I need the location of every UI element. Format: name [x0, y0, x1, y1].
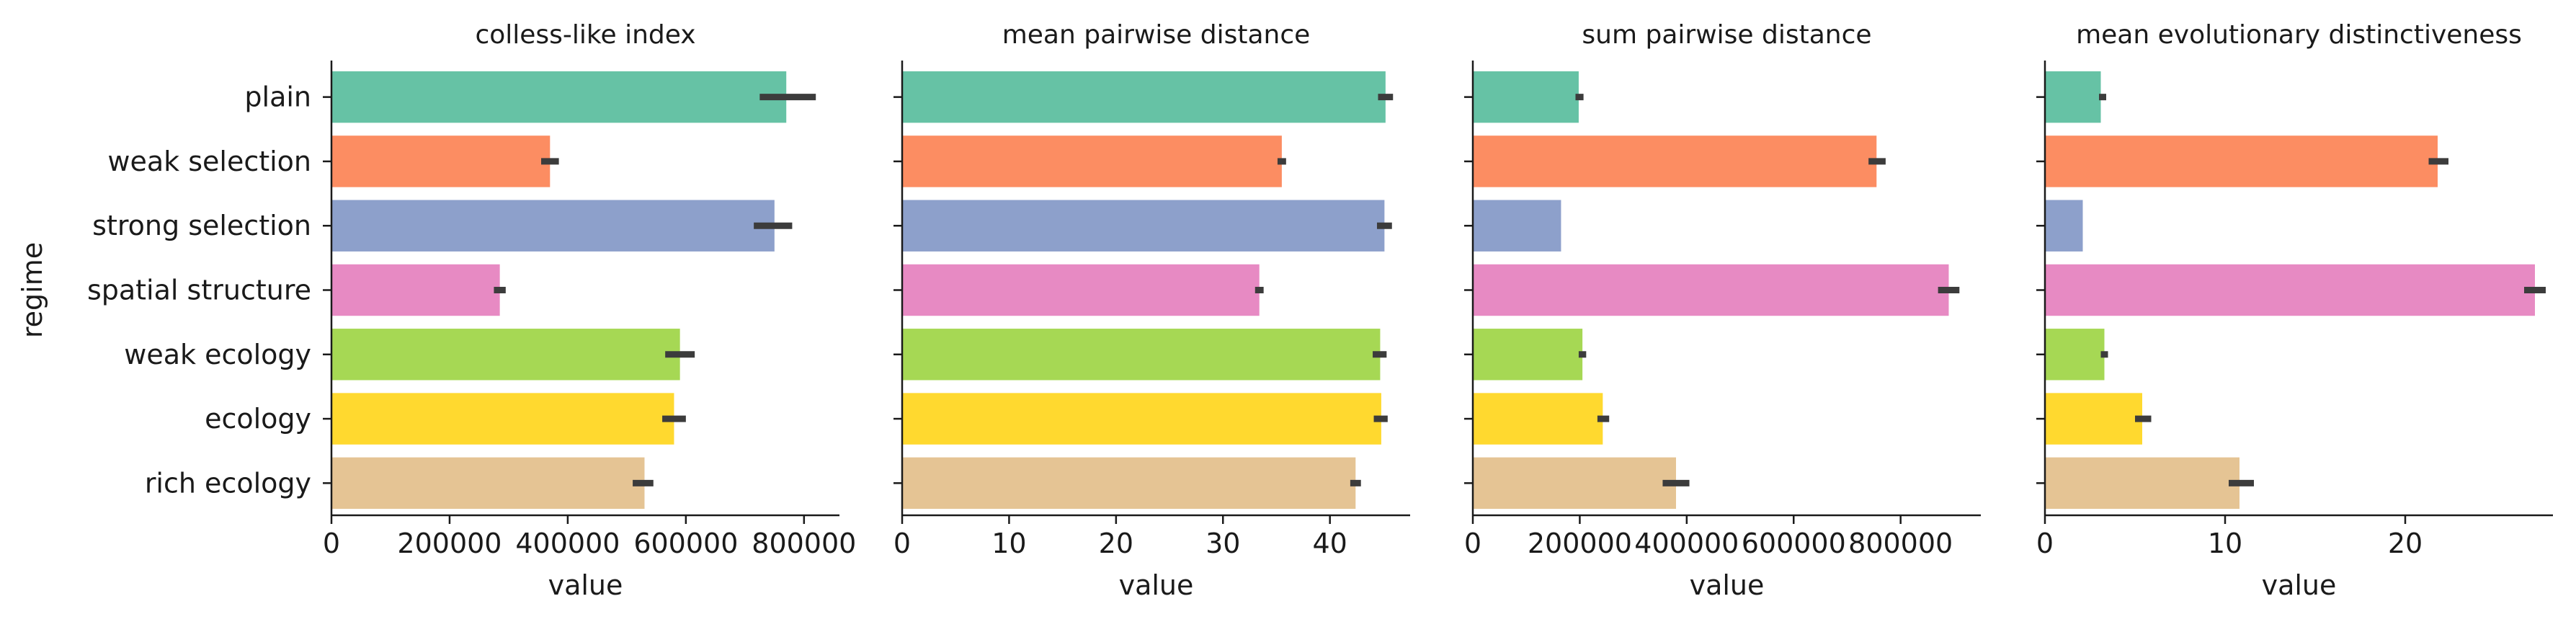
- y-tick-label: weak ecology: [124, 339, 311, 370]
- facet-title: colless-like index: [475, 20, 695, 50]
- facet-title: mean evolutionary distinctiveness: [2076, 20, 2522, 50]
- x-tick-label: 600000: [1742, 528, 1846, 559]
- bar-plain: [331, 71, 787, 123]
- bar-weak-ecology: [2045, 329, 2105, 381]
- x-tick-label: 20: [2388, 528, 2423, 559]
- x-tick-label: 40: [1313, 528, 1347, 559]
- bar-weak-ecology: [902, 329, 1381, 381]
- bar-weak-ecology: [1473, 329, 1583, 381]
- x-tick-label: 30: [1205, 528, 1240, 559]
- y-axis-label: regime: [17, 242, 48, 338]
- x-tick-label: 0: [893, 528, 911, 559]
- bar-plain: [2045, 71, 2101, 123]
- y-tick-label: ecology: [205, 403, 311, 435]
- facet-title: mean pairwise distance: [1002, 20, 1311, 50]
- bar-ecology: [331, 393, 674, 445]
- bar-plain: [902, 71, 1386, 123]
- bar-weak-selection: [331, 135, 551, 187]
- bar-rich-ecology: [902, 457, 1356, 510]
- y-tick-label: spatial structure: [87, 275, 311, 306]
- bar-strong-selection: [902, 200, 1385, 252]
- x-tick-label: 600000: [633, 528, 738, 559]
- bar-strong-selection: [331, 200, 775, 252]
- x-axis-label: value: [548, 569, 623, 601]
- bar-rich-ecology: [331, 457, 645, 510]
- x-tick-label: 10: [2208, 528, 2242, 559]
- bar-plain: [1473, 71, 1579, 123]
- x-axis-label: value: [1690, 569, 1765, 601]
- bar-spatial-structure: [902, 264, 1260, 316]
- bar-rich-ecology: [2045, 457, 2239, 510]
- bar-weak-ecology: [331, 329, 680, 381]
- y-tick-label: plain: [244, 81, 311, 113]
- bar-weak-selection: [902, 135, 1282, 187]
- x-tick-label: 200000: [1528, 528, 1632, 559]
- y-tick-label: strong selection: [92, 210, 311, 241]
- x-tick-label: 800000: [752, 528, 856, 559]
- bar-spatial-structure: [331, 264, 500, 316]
- facet-title: sum pairwise distance: [1582, 20, 1871, 50]
- x-tick-label: 200000: [397, 528, 502, 559]
- x-axis-label: value: [1119, 569, 1194, 601]
- x-axis-label: value: [2262, 569, 2337, 601]
- x-tick-label: 400000: [515, 528, 620, 559]
- x-tick-label: 800000: [1848, 528, 1953, 559]
- bar-weak-selection: [2045, 135, 2438, 187]
- y-tick-label: weak selection: [107, 146, 311, 177]
- bar-ecology: [1473, 393, 1603, 445]
- y-tick-label: rich ecology: [145, 467, 311, 499]
- x-tick-label: 400000: [1634, 528, 1739, 559]
- x-tick-label: 20: [1099, 528, 1133, 559]
- bar-ecology: [2045, 393, 2142, 445]
- x-tick-label: 0: [323, 528, 340, 559]
- bar-rich-ecology: [1473, 457, 1676, 510]
- bar-strong-selection: [1473, 200, 1561, 252]
- bar-weak-selection: [1473, 135, 1877, 187]
- bar-spatial-structure: [2045, 264, 2535, 316]
- x-tick-label: 10: [991, 528, 1026, 559]
- bar-strong-selection: [2045, 200, 2083, 252]
- x-tick-label: 0: [2036, 528, 2054, 559]
- bar-spatial-structure: [1473, 264, 1949, 316]
- x-tick-label: 0: [1464, 528, 1481, 559]
- bar-ecology: [902, 393, 1381, 445]
